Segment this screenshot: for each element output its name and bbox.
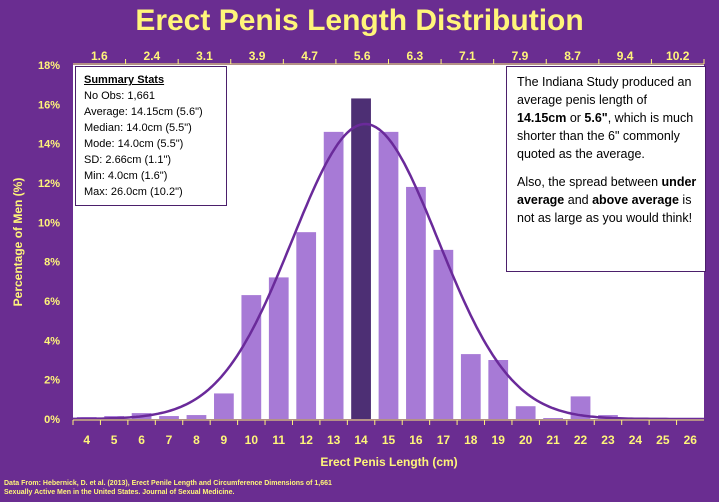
top-tick-label: 6.3 <box>406 49 423 63</box>
y-tick-label: 8% <box>44 257 60 269</box>
note-text: The Indiana Study produced an average pe… <box>517 75 692 107</box>
stat-line: Max: 26.0cm (10.2") <box>84 186 183 198</box>
x-tick-label: 25 <box>656 433 670 447</box>
x-tick-label: 4 <box>83 433 90 447</box>
x-tick-label: 6 <box>138 433 145 447</box>
stat-line: Min: 4.0cm (1.6") <box>84 170 168 182</box>
note-text: or <box>566 111 585 125</box>
stat-line: SD: 2.66cm (1.1") <box>84 154 172 166</box>
x-tick-label: 11 <box>272 433 285 447</box>
x-tick-label: 13 <box>327 433 341 447</box>
source-citation: Data From: Hebernick, D. et al. (2013), … <box>4 479 332 497</box>
x-tick-label: 7 <box>166 433 173 447</box>
summary-stats-box: Summary Stats No Obs: 1,661 Average: 14.… <box>75 66 227 206</box>
annotation-paragraph: The Indiana Study produced an average pe… <box>517 73 697 163</box>
top-tick-label: 3.1 <box>196 49 213 63</box>
y-tick-label: 16% <box>38 99 60 111</box>
x-tick-label: 8 <box>193 433 200 447</box>
top-tick-label: 2.4 <box>144 49 161 63</box>
x-tick-label: 23 <box>601 433 615 447</box>
y-tick-label: 14% <box>38 139 60 151</box>
note-text: is not as large as you would think! <box>517 193 693 225</box>
annotation-box: The Indiana Study produced an average pe… <box>506 66 706 272</box>
y-tick-label: 10% <box>38 217 60 229</box>
x-tick-label: 12 <box>300 433 314 447</box>
top-tick-label: 8.7 <box>564 49 581 63</box>
stat-line: Mode: 14.0cm (5.5") <box>84 138 184 150</box>
top-tick-label: 7.1 <box>459 49 476 63</box>
chart-title: Erect Penis Length Distribution <box>135 4 584 37</box>
x-tick-label: 26 <box>684 433 698 447</box>
note-text: Also, the spread between <box>517 175 662 189</box>
x-tick-label: 9 <box>221 433 228 447</box>
y-tick-label: 0% <box>44 414 60 426</box>
note-text: and <box>564 193 593 207</box>
y-tick-label: 12% <box>38 178 60 190</box>
bar-12 <box>296 232 317 419</box>
bar-20 <box>515 406 536 419</box>
bar-7 <box>159 416 179 419</box>
bar-21 <box>543 418 563 419</box>
x-tick-label: 20 <box>519 433 533 447</box>
y-tick-label: 4% <box>44 335 60 347</box>
x-tick-label: 24 <box>629 433 643 447</box>
bar-8 <box>186 415 207 419</box>
stat-line: Median: 14.0cm (5.5") <box>84 122 192 134</box>
top-tick-label: 1.6 <box>91 49 108 63</box>
top-tick-label: 3.9 <box>249 49 266 63</box>
source-line: Sexually Active Men in the United States… <box>4 489 235 496</box>
y-axis-label: Percentage of Men (%) <box>11 178 25 307</box>
note-bold: under average <box>517 175 697 207</box>
x-tick-label: 19 <box>492 433 506 447</box>
bar-18 <box>460 354 481 419</box>
top-tick-label: 9.4 <box>617 49 634 63</box>
bar-14 <box>351 98 371 419</box>
stat-line: Average: 14.15cm (5.6") <box>84 106 203 118</box>
top-tick-label: 5.6 <box>354 49 371 63</box>
x-tick-label: 16 <box>409 433 423 447</box>
summary-stats-heading: Summary Stats <box>84 74 165 86</box>
x-tick-label: 21 <box>546 433 560 447</box>
note-text: , which is much shorter than the 6" comm… <box>517 111 694 161</box>
note-bold: 14.15cm <box>517 111 567 125</box>
y-tick-label: 2% <box>44 375 60 387</box>
bar-10 <box>241 295 262 419</box>
bar-11 <box>268 277 289 419</box>
note-bold: 5.6" <box>584 111 608 125</box>
x-tick-label: 22 <box>574 433 588 447</box>
bar-9 <box>214 393 234 419</box>
bar-17 <box>433 249 454 419</box>
note-bold: above average <box>592 193 679 207</box>
top-tick-label: 10.2 <box>666 49 690 63</box>
x-tick-label: 17 <box>437 433 451 447</box>
bar-15 <box>378 131 399 419</box>
top-tick-label: 4.7 <box>301 49 318 63</box>
x-tick-label: 18 <box>464 433 478 447</box>
bar-19 <box>488 360 509 419</box>
x-tick-label: 14 <box>354 433 368 447</box>
x-tick-label: 10 <box>245 433 259 447</box>
bar-13 <box>323 131 344 419</box>
bar-16 <box>406 186 426 419</box>
x-tick-label: 5 <box>111 433 118 447</box>
annotation-paragraph: Also, the spread between under average a… <box>517 173 697 227</box>
x-axis-label: Erect Penis Length (cm) <box>320 455 457 469</box>
source-line: Data From: Hebernick, D. et al. (2013), … <box>4 480 332 487</box>
top-tick-label: 7.9 <box>512 49 529 63</box>
x-tick-label: 15 <box>382 433 396 447</box>
y-tick-label: 6% <box>44 296 60 308</box>
y-tick-label: 18% <box>38 60 60 72</box>
normal-curve <box>73 122 704 421</box>
stat-line: No Obs: 1,661 <box>84 90 155 102</box>
